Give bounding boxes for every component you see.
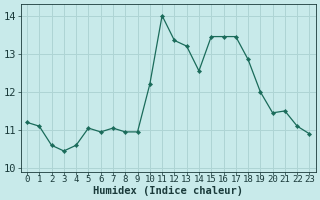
- X-axis label: Humidex (Indice chaleur): Humidex (Indice chaleur): [93, 186, 243, 196]
